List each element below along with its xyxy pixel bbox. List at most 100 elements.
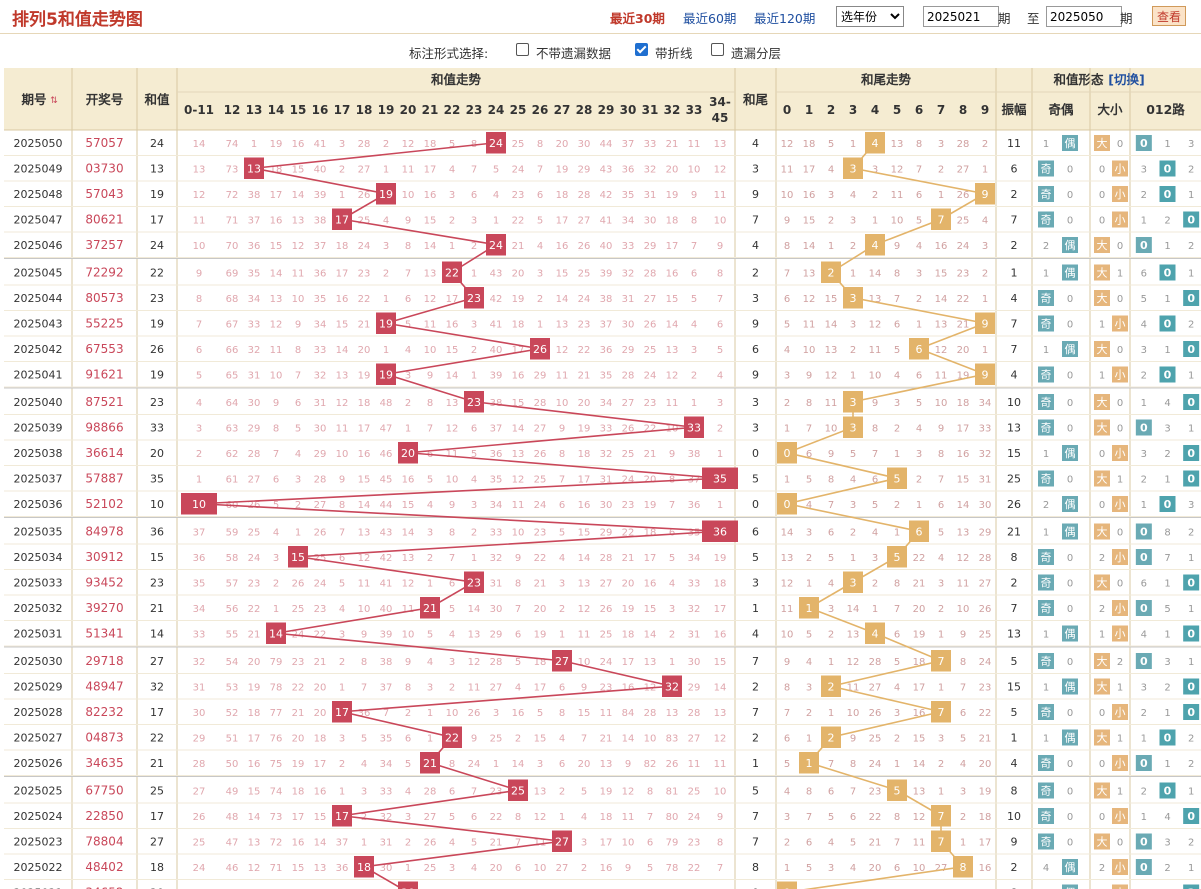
- tail-omit-cell: 4: [916, 241, 922, 252]
- sum-omit-cell: 9: [427, 370, 433, 381]
- issue-cell: 2025029: [14, 680, 63, 693]
- sum-hit-marker: [486, 132, 506, 154]
- sort-icon[interactable]: ⇅: [50, 96, 58, 106]
- sum-omit-cell: 4: [717, 370, 723, 381]
- big-small-omit: 1: [1117, 682, 1123, 693]
- sum-omit-cell: 9: [581, 682, 587, 693]
- recent-30-link[interactable]: 最近30期: [610, 11, 665, 26]
- issue-cell: 2025025: [14, 784, 63, 797]
- tail-omit-cell: 17: [979, 837, 992, 848]
- no-omit-checkbox[interactable]: [516, 43, 529, 56]
- sum-omit-cell: 43: [490, 268, 503, 279]
- odd-even-badge-label: 偶: [1065, 861, 1076, 874]
- sum-omit-cell: 11: [600, 708, 613, 719]
- big-small-badge-label: 大: [1097, 834, 1108, 848]
- to-issue-input[interactable]: [1046, 6, 1122, 27]
- sum-omit-cell: 2: [339, 759, 345, 770]
- sum-hit-value: 27: [555, 835, 569, 848]
- tail-omit-cell: 2: [916, 294, 922, 305]
- sum-omit-cell: 15: [270, 241, 283, 252]
- sum-hit-value: 23: [467, 396, 481, 409]
- sum-omit-cell: 23: [644, 398, 657, 409]
- sum-omit-cell: 47: [380, 423, 393, 434]
- sum-omit-cell: 9: [449, 500, 455, 511]
- sum-omit-cell: 2: [405, 398, 411, 409]
- route-omit: 1: [1164, 708, 1170, 719]
- sum-hit-value: 32: [665, 680, 679, 693]
- issue-cell: 2025033: [14, 576, 63, 589]
- sum-omit-cell: 71: [270, 863, 283, 874]
- odd-even-badge-label: 奇: [1041, 188, 1052, 201]
- query-button[interactable]: 查看: [1152, 6, 1186, 26]
- tail-omit-cell: 20: [979, 759, 992, 770]
- polyline-checkbox[interactable]: [635, 43, 648, 56]
- sum-omit-cell: 5: [717, 345, 723, 356]
- sum-col-header: 14: [268, 103, 285, 117]
- year-select[interactable]: 选年份: [836, 6, 904, 27]
- sum-omit-cell: 22: [512, 215, 525, 226]
- from-issue-input[interactable]: [923, 6, 999, 27]
- tail-cell: 3: [752, 421, 759, 434]
- sum-omit-cell: 6: [339, 553, 345, 564]
- form-switch-link[interactable]: [切换]: [1108, 72, 1144, 87]
- sum-omit-cell: 3: [339, 139, 345, 150]
- sum-omit-cell: 14: [336, 345, 349, 356]
- route-badge-label: 0: [1164, 162, 1172, 175]
- sum-omit-cell: 6: [647, 837, 653, 848]
- sum-omit-cell: 35: [622, 190, 635, 201]
- sum-omit-cell: 1: [493, 215, 499, 226]
- omit-layer-checkbox[interactable]: [711, 43, 724, 56]
- tail-omit-cell: 21: [957, 319, 970, 330]
- sum-omit-cell: 18: [358, 398, 371, 409]
- sum-omit-cell: 21: [292, 708, 305, 719]
- recent-120-link[interactable]: 最近120期: [754, 11, 816, 26]
- tail-omit-cell: 16: [935, 241, 948, 252]
- recent-60-link[interactable]: 最近60期: [683, 11, 737, 26]
- sum-omit-cell: 4: [427, 500, 433, 511]
- sum-hit-value: 20: [401, 447, 415, 460]
- tail-omit-cell: 7: [960, 682, 966, 693]
- to-issue-label: 期: [1120, 11, 1133, 26]
- tail-omit-cell: 4: [894, 682, 900, 693]
- sum-omit-cell: 27: [490, 682, 503, 693]
- sum-omit-cell: 17: [358, 423, 371, 434]
- big-small-omit: 0: [1117, 398, 1123, 409]
- odd-even-badge-label: 奇: [1041, 551, 1052, 564]
- amplitude-cell: 1: [1011, 731, 1018, 744]
- sum-omit-cell: 76: [270, 733, 283, 744]
- issue-cell: 2025049: [14, 162, 63, 175]
- tail-omit-cell: 9: [872, 398, 878, 409]
- tail-omit-cell: 16: [803, 190, 816, 201]
- route-badge: [1183, 341, 1200, 357]
- sum-omit-cell: 5: [669, 553, 675, 564]
- sum-omit-cell: 6: [559, 682, 565, 693]
- tail-omit-cell: 3: [828, 190, 834, 201]
- sum-hit-marker: [442, 726, 462, 748]
- route-omit: 7: [1164, 553, 1170, 564]
- tail-col-header: 4: [871, 103, 879, 117]
- sum-omit-cell: 1: [383, 345, 389, 356]
- sum-omit-cell: 17: [292, 812, 305, 823]
- sum-omit-cell: 6: [559, 500, 565, 511]
- sum-omit-cell: 14: [248, 812, 261, 823]
- sum-omit-cell: 12: [402, 139, 415, 150]
- big-small-omit: 1: [1099, 370, 1105, 381]
- tail-cell: 0: [752, 886, 759, 889]
- tail-cell: 2: [752, 266, 759, 279]
- tail-omit-cell: 28: [869, 657, 882, 668]
- odd-even-omit: 1: [1043, 527, 1049, 538]
- route-omit: 1: [1141, 215, 1147, 226]
- sum-omit-cell: 36: [600, 345, 613, 356]
- tail-hit-value: 0: [784, 886, 791, 889]
- sum-omit-cell: 32: [622, 268, 635, 279]
- sum-omit-cell: 10: [424, 345, 437, 356]
- sum-omit-cell: 3: [669, 604, 675, 615]
- tail-omit-cell: 7: [894, 294, 900, 305]
- tail-hit-value: 3: [850, 396, 857, 409]
- route-omit: 2: [1164, 863, 1170, 874]
- tail-omit-cell: 5: [938, 527, 944, 538]
- sum-omit-cell: 3: [339, 629, 345, 640]
- amplitude-cell: 7: [1011, 343, 1018, 356]
- route-badge: [1183, 290, 1200, 306]
- tail-cell: 0: [752, 447, 759, 460]
